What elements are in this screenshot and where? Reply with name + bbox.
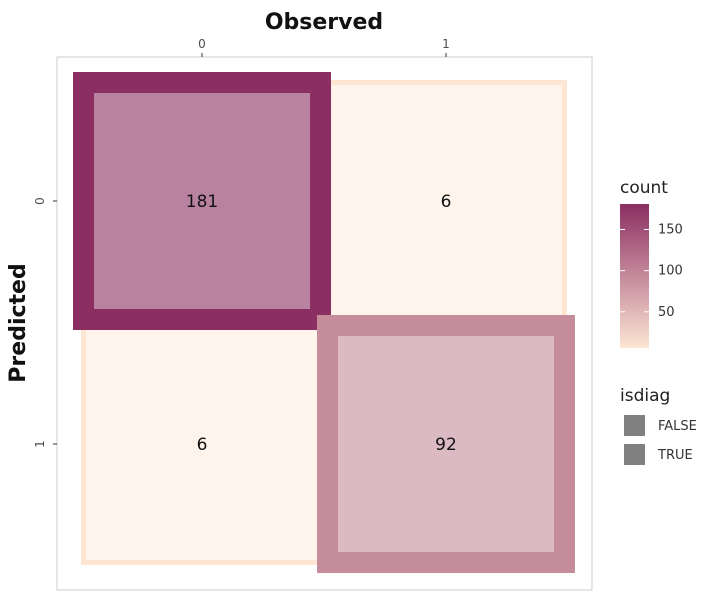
colorbar-label-150: 150 bbox=[658, 223, 683, 238]
isdiag-label-true: TRUE bbox=[657, 448, 693, 463]
x-tick-label-1: 1 bbox=[442, 37, 450, 51]
count-colorbar bbox=[620, 204, 649, 348]
isdiag-key-false bbox=[624, 415, 645, 436]
colorbar-label-100: 100 bbox=[658, 264, 683, 279]
isdiag-legend: isdiag FALSE TRUE bbox=[620, 386, 697, 465]
count-legend-title: count bbox=[620, 178, 668, 198]
cell-border-obs0-pred0 bbox=[73, 72, 331, 330]
isdiag-label-false: FALSE bbox=[658, 419, 697, 434]
x-tick-label-0: 0 bbox=[198, 37, 206, 51]
cell-label-obs0-pred1: 6 bbox=[197, 435, 208, 455]
colorbar-ticks: 50 100 150 bbox=[620, 223, 683, 320]
ticks-layer: 0 1 0 1 bbox=[33, 37, 450, 448]
cell-label-obs0-pred0: 181 bbox=[186, 192, 218, 212]
cell-labels-layer: 181 6 6 92 bbox=[186, 192, 457, 455]
panel-border bbox=[56, 56, 593, 591]
isdiag-key-true bbox=[624, 444, 645, 465]
isdiag-legend-title: isdiag bbox=[620, 386, 670, 406]
count-legend: count 50 100 150 bbox=[620, 178, 683, 348]
cell-tile-obs0-pred0 bbox=[73, 72, 331, 330]
isdiag-entries: FALSE TRUE bbox=[624, 415, 697, 465]
cell-border-obs1-pred1 bbox=[317, 315, 575, 573]
cell-label-obs1-pred0: 6 bbox=[441, 192, 452, 212]
x-axis-title: Observed bbox=[265, 10, 383, 35]
colorbar-label-50: 50 bbox=[658, 305, 675, 320]
cell-tile-obs1-pred0 bbox=[325, 80, 567, 322]
y-tick-label-1: 1 bbox=[33, 440, 47, 448]
y-tick-label-0: 0 bbox=[33, 197, 47, 205]
cell-tile-obs1-pred1 bbox=[317, 315, 575, 573]
cell-label-obs1-pred1: 92 bbox=[435, 435, 457, 455]
cells-layer bbox=[73, 72, 575, 573]
y-axis-title: Predicted bbox=[6, 263, 31, 382]
cell-tile-obs0-pred1 bbox=[81, 323, 323, 565]
